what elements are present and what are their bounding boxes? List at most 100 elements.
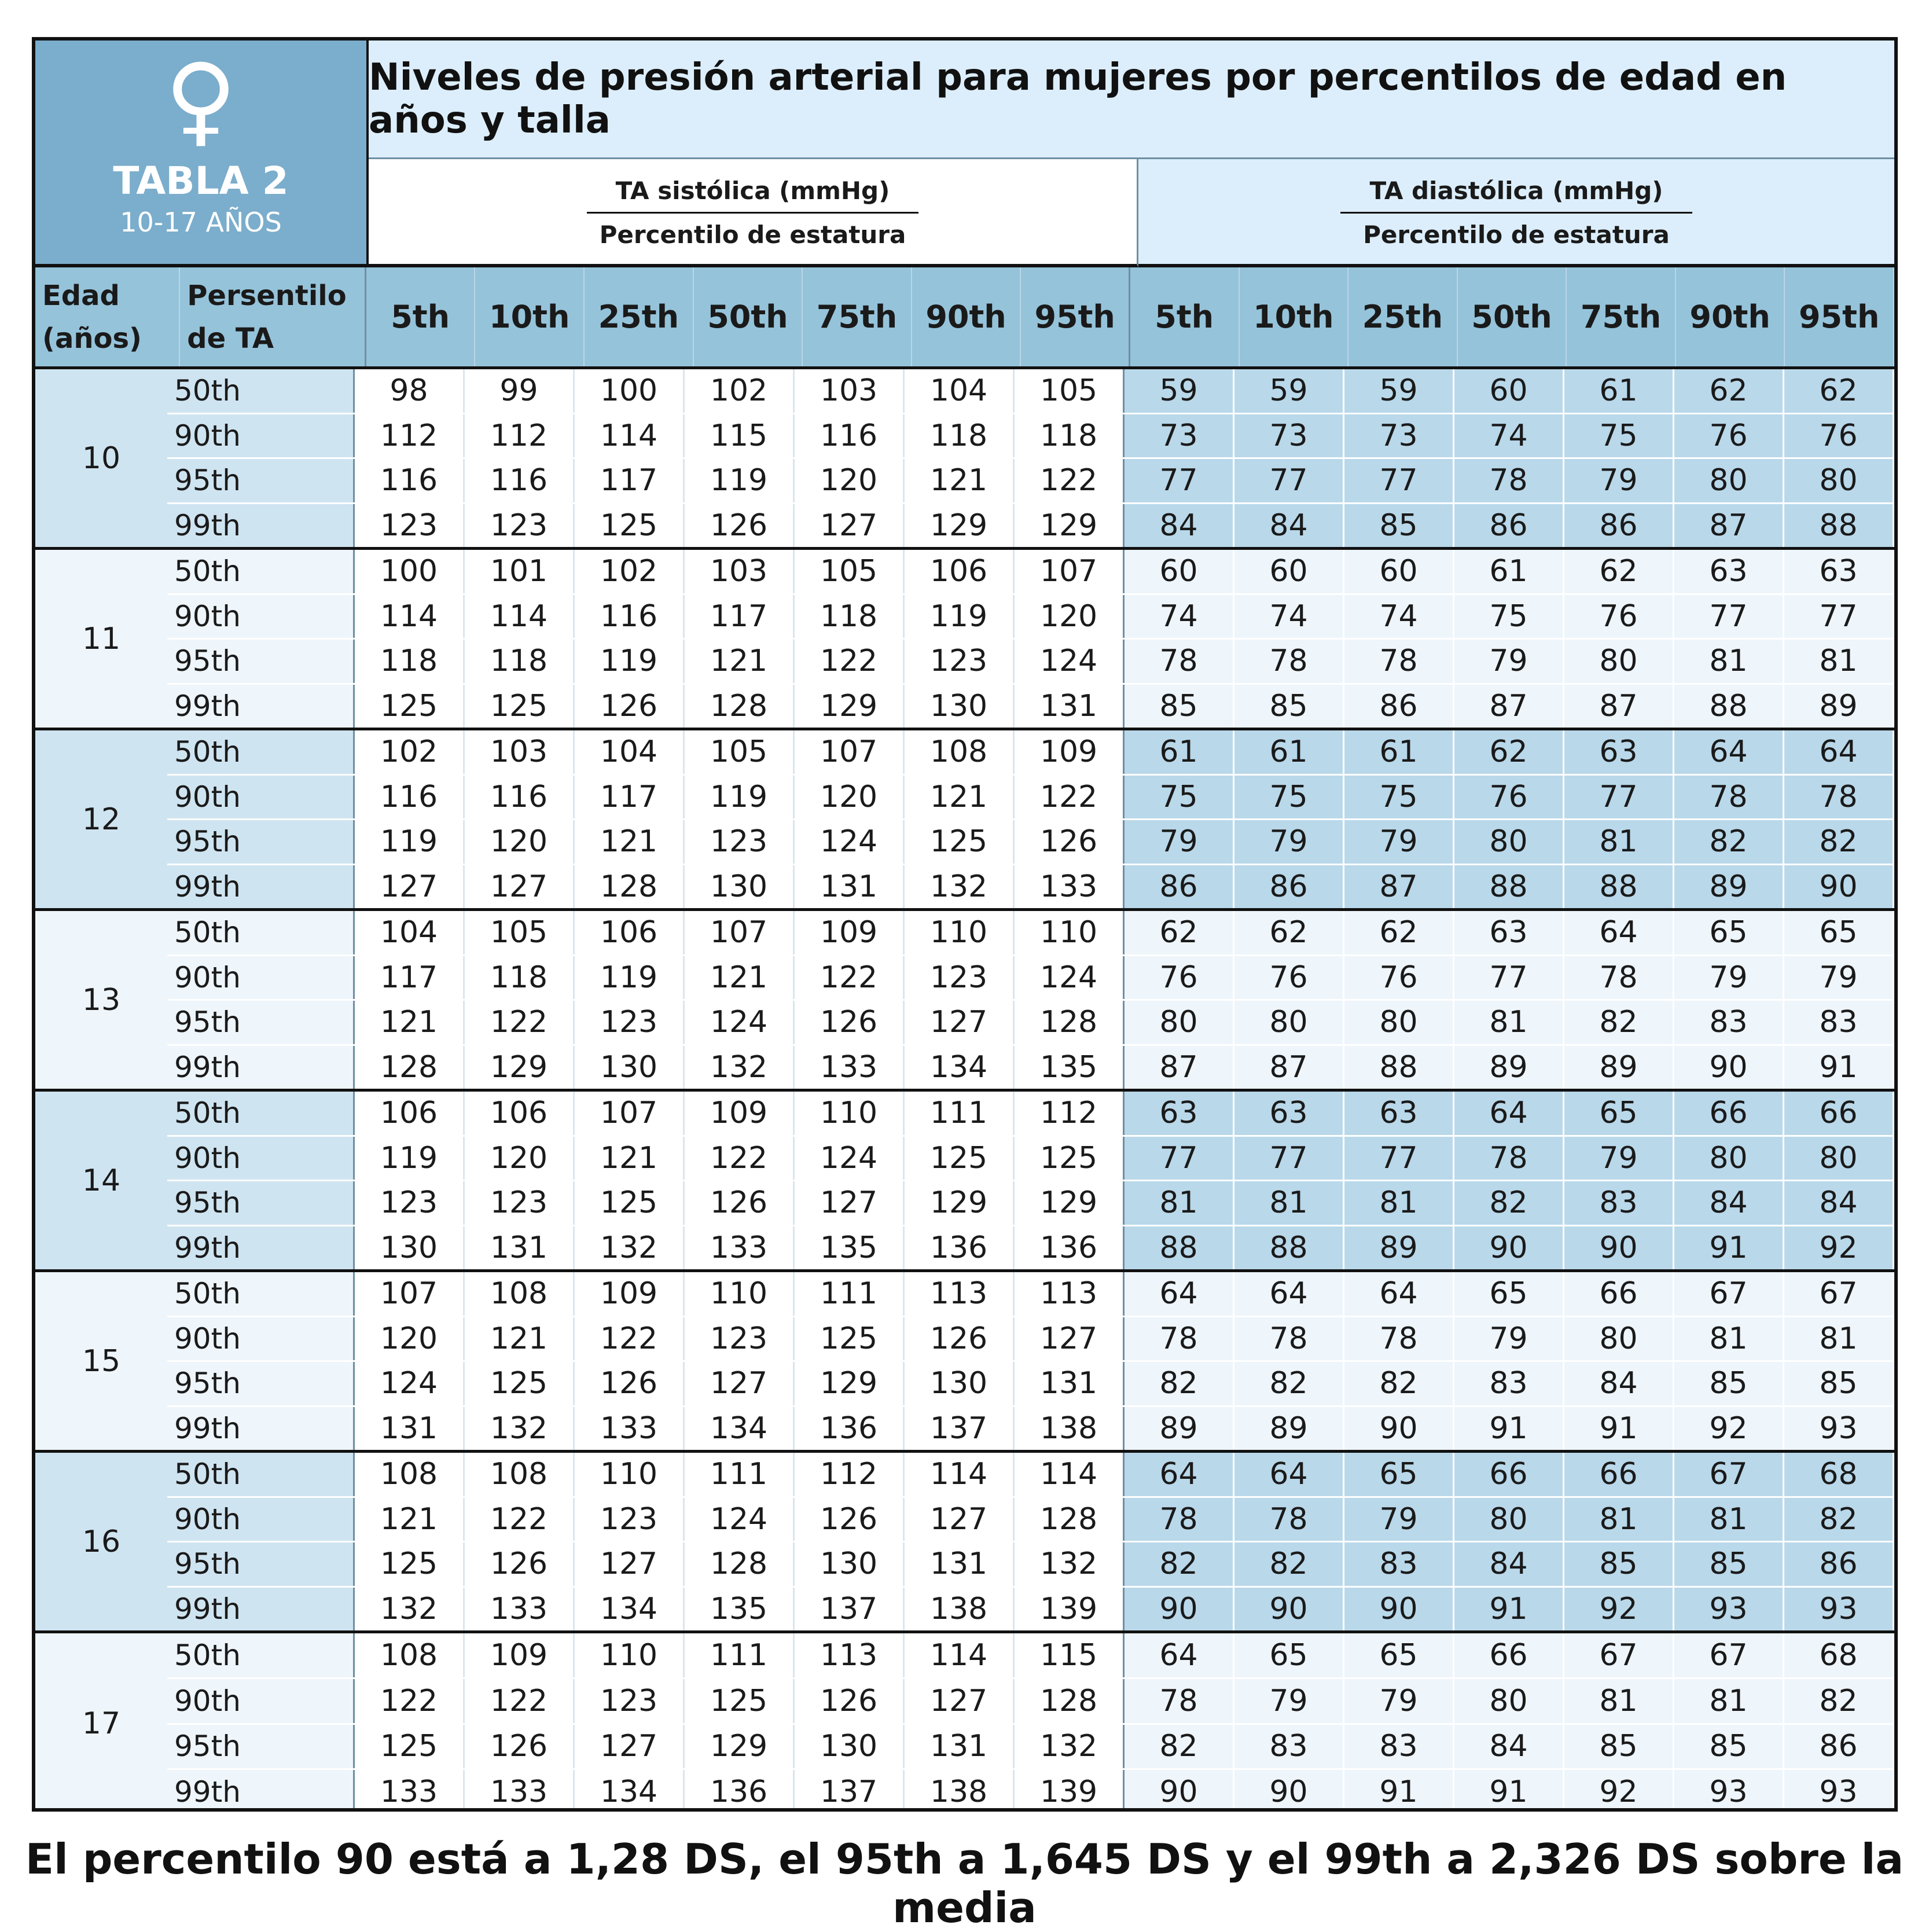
- systolic-value-cell: 109: [465, 1633, 575, 1677]
- systolic-value-cell: 136: [1015, 1226, 1125, 1269]
- diastolic-value-cell: 80: [1125, 1001, 1234, 1044]
- bp-percentile-cell: 99th: [167, 684, 355, 728]
- diastolic-value-cell: 62: [1674, 369, 1784, 413]
- systolic-value-cell: 106: [355, 1092, 465, 1135]
- diastolic-value-cell: 90: [1454, 1226, 1564, 1269]
- age-cell: 10: [35, 369, 167, 547]
- systolic-value-cell: 123: [685, 820, 795, 864]
- systolic-value-cell: 116: [465, 775, 575, 818]
- diastolic-value-cell: 84: [1784, 1181, 1894, 1225]
- systolic-value-cell: 118: [355, 640, 465, 683]
- systolic-value-cell: 130: [575, 1045, 685, 1089]
- systolic-value-cell: 130: [795, 1542, 905, 1586]
- diastolic-value-cell: 88: [1784, 504, 1894, 547]
- diastolic-value-cell: 87: [1344, 865, 1454, 908]
- diastolic-value-cell: 92: [1564, 1587, 1674, 1630]
- systolic-value-cell: 123: [355, 504, 465, 547]
- systolic-value-cell: 130: [905, 1362, 1015, 1405]
- diastolic-value-cell: 91: [1454, 1770, 1564, 1808]
- diastolic-value-cell: 77: [1344, 459, 1454, 502]
- diastolic-value-cell: 60: [1344, 550, 1454, 593]
- table-row: 99th 125 125 126 128 129 130 131 85 85 86 87 87 88 89: [167, 684, 1894, 728]
- diastolic-value-cell: 62: [1454, 730, 1564, 774]
- diastolic-value-cell: 79: [1234, 820, 1344, 864]
- diastolic-value-cell: 90: [1784, 865, 1894, 908]
- diastolic-value-cell: 66: [1564, 1272, 1674, 1316]
- diastolic-value-cell: 79: [1344, 1678, 1454, 1723]
- systolic-value-cell: 125: [905, 820, 1015, 864]
- diastolic-value-cell: 65: [1454, 1272, 1564, 1316]
- diastolic-value-cell: 85: [1344, 504, 1454, 547]
- diastolic-value-cell: 81: [1234, 1181, 1344, 1225]
- diastolic-value-cell: 85: [1674, 1724, 1784, 1769]
- systolic-value-cell: 133: [575, 1406, 685, 1450]
- systolic-value-cell: 118: [905, 414, 1015, 457]
- table-row: 95th 119 120 121 123 124 125 126 79 79 79 80 81 82 82: [167, 820, 1894, 865]
- systolic-value-cell: 139: [1015, 1770, 1125, 1808]
- systolic-value-cell: 112: [465, 414, 575, 457]
- diastolic-value-cell: 76: [1344, 956, 1454, 999]
- systolic-value-cell: 125: [355, 684, 465, 728]
- systolic-value-cell: 134: [685, 1406, 795, 1450]
- systolic-value-cell: 125: [465, 1362, 575, 1405]
- diastolic-value-cell: 83: [1454, 1362, 1564, 1405]
- dia-col-header: 10th: [1240, 267, 1349, 366]
- diastolic-value-cell: 80: [1454, 1497, 1564, 1541]
- systolic-value-cell: 128: [575, 865, 685, 908]
- systolic-value-cell: 117: [355, 956, 465, 999]
- diastolic-value-cell: 64: [1454, 1092, 1564, 1135]
- systolic-value-cell: 114: [465, 594, 575, 638]
- diastolic-value-cell: 91: [1674, 1226, 1784, 1269]
- systolic-value-cell: 132: [575, 1226, 685, 1269]
- diastolic-value-cell: 61: [1125, 730, 1234, 774]
- dia-col-header: 75th: [1567, 267, 1676, 366]
- systolic-value-cell: 126: [575, 1362, 685, 1405]
- diastolic-value-cell: 89: [1784, 684, 1894, 728]
- systolic-value-cell: 134: [575, 1587, 685, 1630]
- diastolic-value-cell: 81: [1674, 1678, 1784, 1723]
- systolic-value-cell: 123: [575, 1001, 685, 1044]
- table-row: 50th 107 108 109 110 111 113 113 64 64 64 65 66 67 67: [167, 1272, 1894, 1317]
- table-row: 90th 122 122 123 125 126 127 128 78 79 79 80 81 81 82: [167, 1678, 1894, 1725]
- bp-percentile-cell: 50th: [167, 1092, 355, 1135]
- diastolic-value-cell: 89: [1234, 1406, 1344, 1450]
- diastolic-value-cell: 85: [1674, 1362, 1784, 1405]
- systolic-value-cell: 130: [355, 1226, 465, 1269]
- diastolic-value-cell: 79: [1564, 459, 1674, 502]
- systolic-value-cell: 108: [355, 1453, 465, 1496]
- age-group: 10 50th 98 99 100 102 103 104 105 59 59 59 60 61 62 62 9…: [35, 369, 1894, 550]
- diastolic-value-cell: 87: [1454, 684, 1564, 728]
- diastolic-value-cell: 82: [1344, 1362, 1454, 1405]
- bp-percentile-cell: 50th: [167, 369, 355, 413]
- systolic-value-cell: 129: [905, 1181, 1015, 1225]
- systolic-value-cell: 139: [1015, 1587, 1125, 1630]
- diastolic-value-cell: 89: [1674, 865, 1784, 908]
- diastolic-value-cell: 63: [1125, 1092, 1234, 1135]
- systolic-value-cell: 129: [465, 1045, 575, 1089]
- dia-col-header: 50th: [1458, 267, 1567, 366]
- systolic-value-cell: 135: [1015, 1045, 1125, 1089]
- diastolic-value-cell: 89: [1125, 1406, 1234, 1450]
- bp-percentile-cell: 95th: [167, 640, 355, 683]
- table-row: 99th 130 131 132 133 135 136 136 88 88 89 90 90 91 92: [167, 1226, 1894, 1269]
- diastolic-value-cell: 61: [1454, 550, 1564, 593]
- systolic-value-cell: 131: [1015, 1362, 1125, 1405]
- table-row: 90th 112 112 114 115 116 118 118 73 73 73 74 75 76 76: [167, 414, 1894, 459]
- systolic-value-cell: 126: [575, 684, 685, 728]
- bp-percentile-cell: 90th: [167, 1678, 355, 1723]
- diastolic-value-cell: 87: [1674, 504, 1784, 547]
- diastolic-value-cell: 80: [1454, 820, 1564, 864]
- diastolic-value-cell: 91: [1784, 1045, 1894, 1089]
- bp-percentile-cell: 99th: [167, 1045, 355, 1089]
- age-group: 12 50th 102 103 104 105 107 108 109 61 61 61 62 63 64 6…: [35, 730, 1894, 911]
- systolic-value-cell: 133: [685, 1226, 795, 1269]
- diastolic-value-cell: 78: [1234, 1497, 1344, 1541]
- diastolic-value-cell: 82: [1784, 1497, 1894, 1541]
- systolic-value-cell: 101: [465, 550, 575, 593]
- diastolic-value-cell: 86: [1125, 865, 1234, 908]
- systolic-value-cell: 108: [355, 1633, 465, 1677]
- diastolic-value-cell: 66: [1454, 1453, 1564, 1496]
- table-row: 50th 106 106 107 109 110 111 112 63 63 63 64 65 66 66: [167, 1092, 1894, 1137]
- systolic-value-cell: 127: [905, 1678, 1015, 1723]
- diastolic-value-cell: 93: [1784, 1587, 1894, 1630]
